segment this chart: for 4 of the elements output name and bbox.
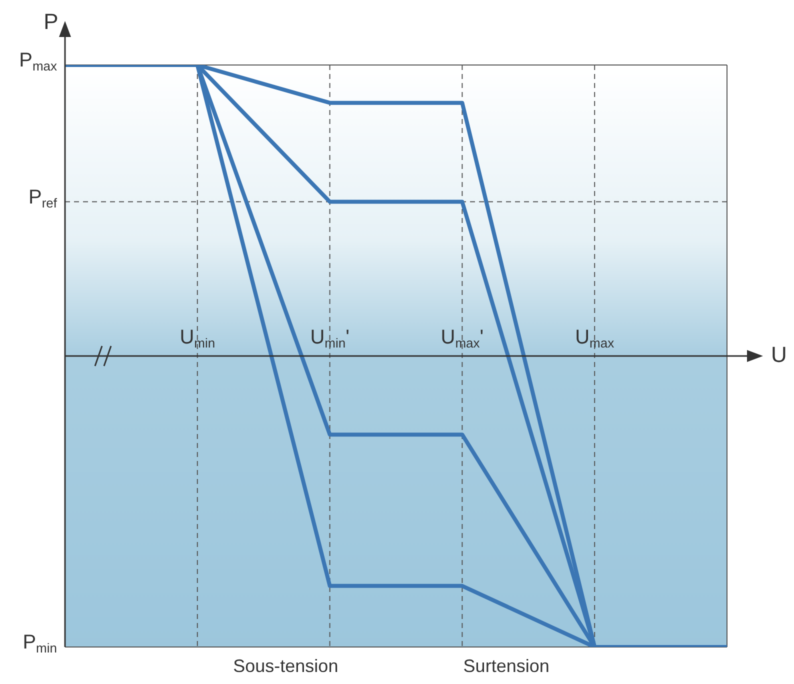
text: Sous-tension [233,656,338,676]
x-axis-title: U [771,342,787,368]
y-axis-title: P [44,9,58,34]
text: Surtension [463,656,550,676]
